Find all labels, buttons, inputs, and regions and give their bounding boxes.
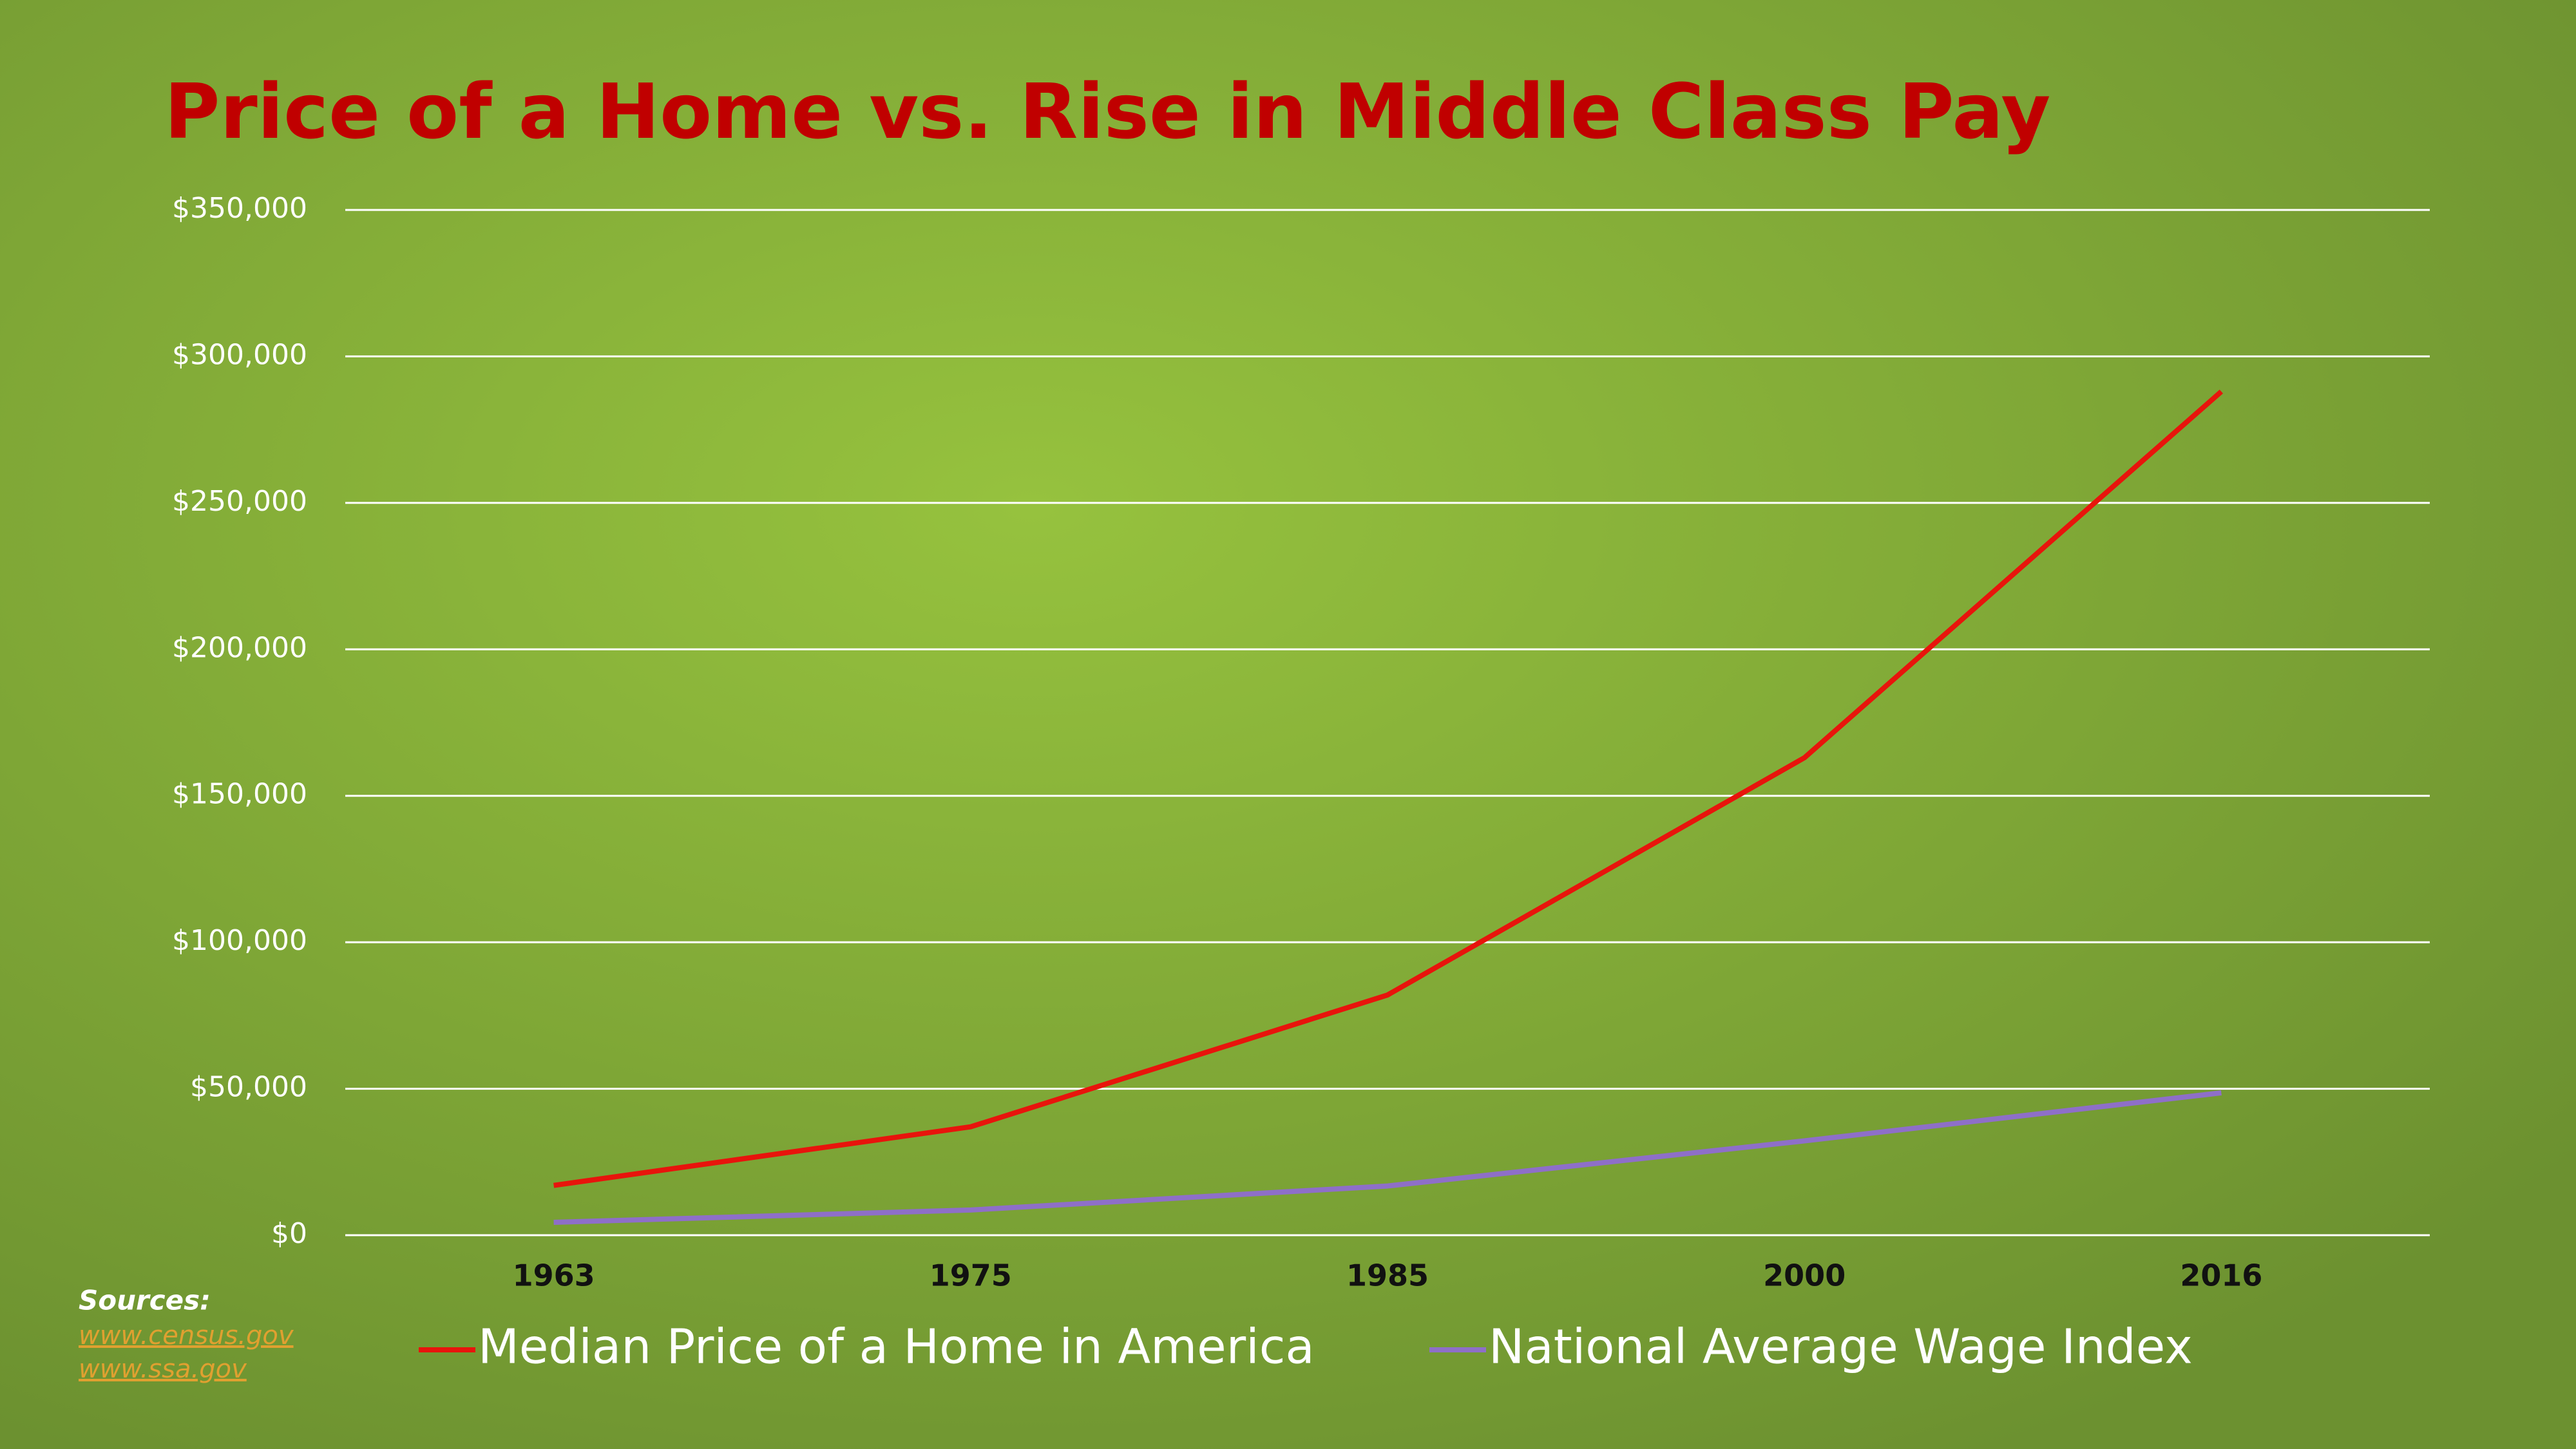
series-line: [553, 390, 2224, 1188]
chart-title: Price of a Home vs. Rise in Middle Class…: [164, 67, 2050, 156]
y-tick-label: $50,000: [190, 1071, 307, 1104]
legend-label: Median Price of a Home in America: [478, 1320, 1315, 1375]
y-tick-label: $150,000: [172, 778, 307, 811]
sources-label: Sources:: [79, 1285, 211, 1316]
x-tick-label: 2016: [2180, 1258, 2262, 1293]
y-tick-label: $200,000: [172, 631, 307, 664]
legend-label: National Average Wage Index: [1489, 1320, 2193, 1375]
y-tick-label: $350,000: [172, 192, 307, 225]
y-tick-label: $0: [271, 1217, 307, 1250]
y-tick-label: $250,000: [172, 485, 307, 518]
x-tick-label: 1985: [1346, 1258, 1429, 1293]
y-tick-label: $300,000: [172, 338, 307, 371]
x-tick-label: 1963: [513, 1258, 595, 1293]
x-tick-label: 2000: [1763, 1258, 1846, 1293]
series-line: [553, 1090, 2222, 1225]
source-link[interactable]: www.ssa.gov: [79, 1354, 247, 1384]
y-tick-label: $100,000: [172, 924, 307, 957]
source-link[interactable]: www.census.gov: [79, 1321, 294, 1350]
x-tick-label: 1975: [930, 1258, 1012, 1293]
